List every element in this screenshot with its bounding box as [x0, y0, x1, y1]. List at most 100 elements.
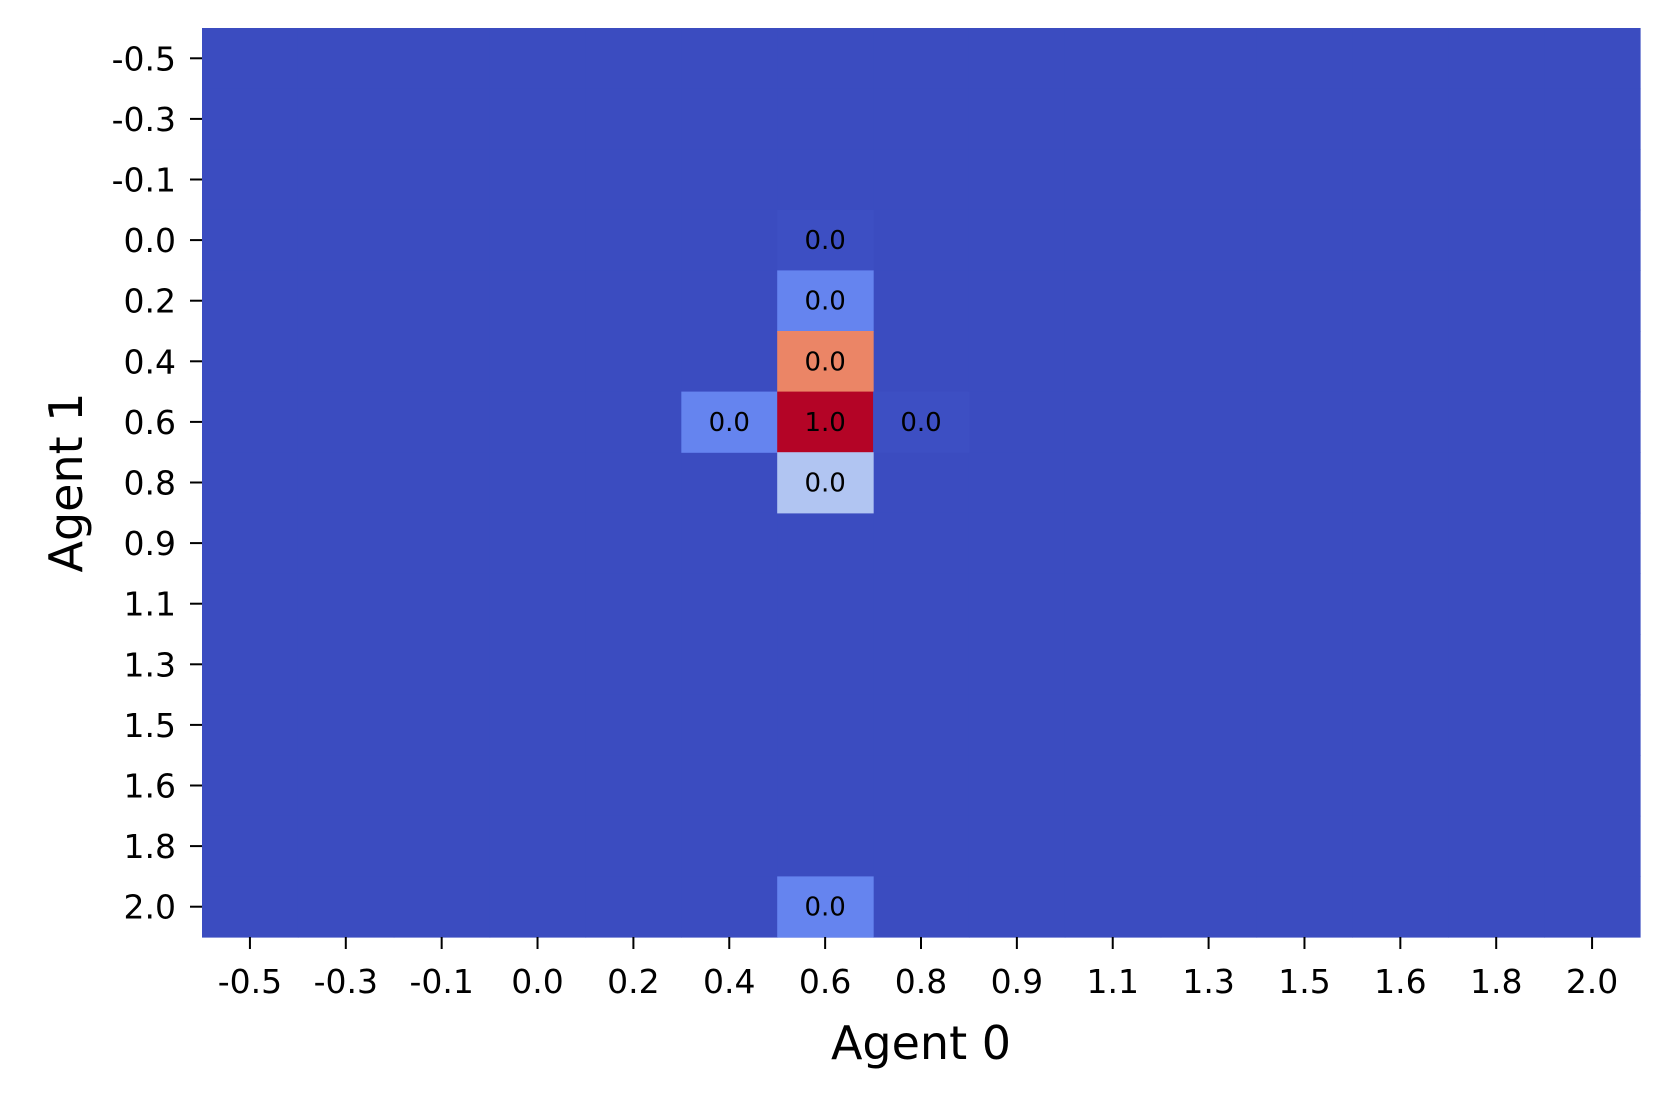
heatmap-cell	[393, 209, 491, 271]
heatmap-value-cell	[873, 391, 970, 453]
heatmap-cell	[1352, 634, 1449, 696]
heatmap-cell	[968, 88, 1066, 150]
heatmap-cell	[1256, 694, 1353, 756]
heatmap-cell	[202, 452, 299, 514]
cell-value-label: 0.0	[804, 347, 845, 377]
heatmap-cell	[1256, 28, 1353, 90]
heatmap-cell	[1160, 634, 1258, 696]
heatmap-cell	[1160, 755, 1258, 817]
x-tick-label: 1.3	[1182, 962, 1234, 1001]
heatmap-cell	[1448, 452, 1545, 514]
heatmap-cell	[1352, 149, 1449, 211]
heatmap-cell	[202, 573, 299, 635]
heatmap-cell	[873, 270, 970, 332]
heatmap-cell	[873, 28, 970, 90]
heatmap-cell	[968, 876, 1066, 938]
heatmap-cell	[1352, 452, 1449, 514]
heatmap-cell	[1160, 452, 1258, 514]
heatmap-cell	[489, 755, 587, 817]
heatmap-cell	[968, 512, 1066, 574]
heatmap-cell	[297, 694, 395, 756]
heatmap-cell	[297, 209, 395, 271]
heatmap-cell	[1160, 209, 1258, 271]
heatmap-cell	[968, 391, 1066, 453]
heatmap-cell	[1352, 694, 1449, 756]
heatmap-cell	[968, 815, 1066, 877]
cell-value-label: 0.0	[900, 408, 941, 438]
heatmap-cell	[777, 755, 874, 817]
heatmap-cell	[202, 634, 299, 696]
heatmap-cell	[777, 815, 874, 877]
y-tick-label: 0.4	[124, 342, 176, 381]
heatmap-cell	[585, 209, 682, 271]
heatmap-cell	[297, 512, 395, 574]
y-tick-label: 2.0	[124, 888, 176, 927]
heatmap-cell	[968, 694, 1066, 756]
heatmap-cell	[1352, 88, 1449, 150]
heatmap-cell	[585, 512, 682, 574]
heatmap-cell	[489, 452, 587, 514]
heatmap-cell	[1256, 331, 1353, 393]
heatmap-cell	[1160, 512, 1258, 574]
heatmap-cell	[873, 573, 970, 635]
heatmap-cell	[489, 815, 587, 877]
heatmap-cell	[585, 270, 682, 332]
heatmap-cell	[1544, 815, 1641, 877]
heatmap-cell	[1544, 512, 1641, 574]
heatmap-cell	[873, 149, 970, 211]
heatmap-cell	[1064, 270, 1162, 332]
heatmap-cell	[968, 209, 1066, 271]
heatmap-cell	[968, 634, 1066, 696]
heatmap-cell	[1064, 573, 1162, 635]
heatmap-cell	[393, 815, 491, 877]
heatmap-cell	[1352, 815, 1449, 877]
heatmap-cell	[585, 28, 682, 90]
heatmap-cell	[681, 149, 778, 211]
heatmap-cell	[202, 755, 299, 817]
heatmap-cell	[777, 512, 874, 574]
x-tick-label: 0.2	[607, 962, 659, 1001]
y-tick-label: 0.9	[124, 524, 176, 563]
y-tick-label: 1.8	[124, 827, 176, 866]
heatmap-cell	[1448, 28, 1545, 90]
heatmap-cell	[873, 512, 970, 574]
heatmap-cell	[297, 573, 395, 635]
heatmap-cell	[681, 88, 778, 150]
x-tick-label: 1.5	[1278, 962, 1330, 1001]
y-tick-label: 1.3	[124, 645, 176, 684]
heatmap-cell	[1544, 149, 1641, 211]
heatmap-cell	[1160, 876, 1258, 938]
heatmap-cell	[202, 391, 299, 453]
heatmap-cell	[1256, 209, 1353, 271]
y-tick-label: 0.6	[124, 403, 176, 442]
heatmap-cell	[1544, 88, 1641, 150]
heatmap-cell	[1544, 331, 1641, 393]
heatmap-cell	[1448, 815, 1545, 877]
heatmap-cell	[1064, 694, 1162, 756]
heatmap-cell	[585, 149, 682, 211]
heatmap-cell	[393, 331, 491, 393]
heatmap-cell	[585, 755, 682, 817]
x-tick-label: 0.9	[991, 962, 1043, 1001]
heatmap-cell	[1256, 573, 1353, 635]
x-axis: -0.5 -0.3 -0.1 0.0 0.2 0.4 0.6 0.8 0.9 1.1 1.3 1.5 1…	[218, 937, 1618, 1001]
heatmap-cell	[1544, 755, 1641, 817]
heatmap-cell	[681, 28, 778, 90]
heatmap-cell	[1160, 391, 1258, 453]
heatmap-cell	[1256, 512, 1353, 574]
heatmap-cell	[1448, 270, 1545, 332]
heatmap-cell	[1448, 331, 1545, 393]
heatmap-cell	[202, 88, 299, 150]
heatmap-cell	[393, 876, 491, 938]
x-tick-label: 1.1	[1086, 962, 1138, 1001]
heatmap-cell	[1064, 876, 1162, 938]
heatmap-cell	[297, 876, 395, 938]
heatmap-cell	[489, 876, 587, 938]
heatmap-cell	[1256, 634, 1353, 696]
heatmap-cell	[1160, 28, 1258, 90]
heatmap-value-cell	[777, 270, 874, 332]
heatmap-cell	[873, 331, 970, 393]
heatmap-cell	[1448, 512, 1545, 574]
heatmap-cell	[393, 149, 491, 211]
heatmap-cell	[489, 694, 587, 756]
